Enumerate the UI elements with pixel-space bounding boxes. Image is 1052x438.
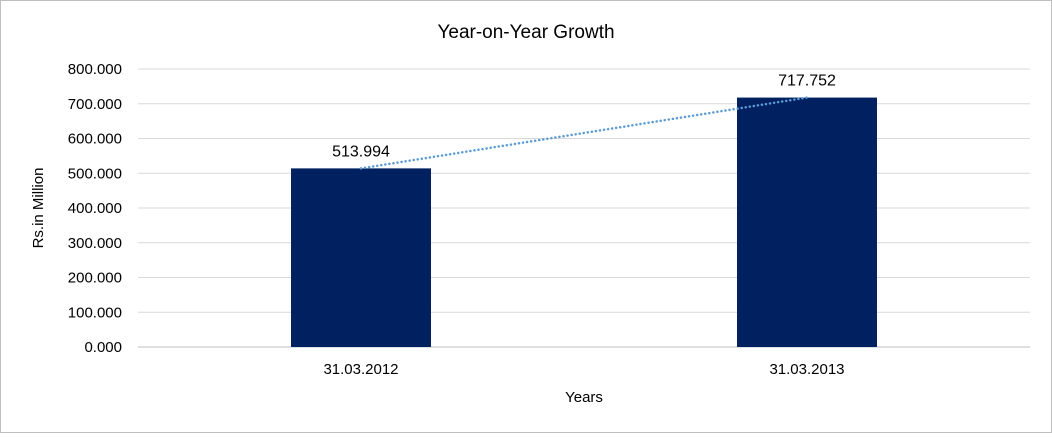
x-tick-label: 31.03.2013 — [769, 361, 844, 378]
y-axis-label: Rs.in Million — [30, 168, 47, 249]
y-tick-label: 800.000 — [68, 61, 122, 78]
chart-title: Year-on-Year Growth — [437, 22, 614, 43]
y-tick-label: 500.000 — [68, 165, 122, 182]
trendline — [359, 96, 809, 170]
y-tick-label: 0.000 — [84, 339, 122, 356]
bar — [737, 97, 877, 347]
y-tick-label: 600.000 — [68, 131, 122, 148]
y-tick-label: 700.000 — [68, 96, 122, 113]
y-tick-label: 300.000 — [68, 235, 122, 252]
y-tick-label: 400.000 — [68, 200, 122, 217]
x-tick-label: 31.03.2012 — [323, 361, 398, 378]
data-label: 717.752 — [778, 73, 836, 90]
y-tick-label: 100.000 — [68, 304, 122, 321]
x-axis-label: Years — [565, 389, 603, 406]
y-tick-label: 200.000 — [68, 270, 122, 287]
bar — [291, 168, 431, 347]
data-label: 513.994 — [332, 143, 390, 160]
